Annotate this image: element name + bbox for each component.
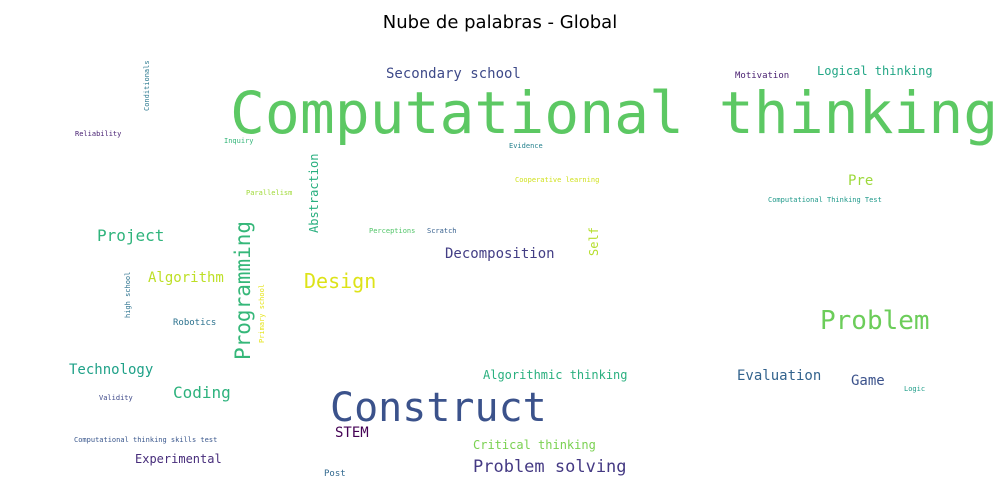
- word-secondary-school: Secondary school: [386, 66, 521, 82]
- word-decomposition: Decomposition: [445, 246, 555, 262]
- word-problem: Problem: [820, 306, 930, 336]
- word-reliability: Reliability: [75, 130, 122, 138]
- word-coding: Coding: [173, 383, 231, 402]
- word-high-school: high school: [124, 271, 132, 318]
- word-robotics: Robotics: [173, 318, 217, 328]
- word-conditionals: Conditionals: [143, 60, 151, 111]
- word-experimental: Experimental: [135, 452, 222, 466]
- word-self: Self: [587, 227, 601, 256]
- word-primary-school: Primary school: [258, 283, 266, 343]
- word-perceptions: Perceptions: [369, 227, 416, 235]
- word-game: Game: [851, 373, 885, 389]
- word-stem: STEM: [335, 425, 369, 441]
- word-computational-thinking-skills-test: Computational thinking skills test: [74, 436, 218, 444]
- word-design: Design: [304, 269, 377, 293]
- word-abstraction: Abstraction: [307, 153, 321, 233]
- word-project: Project: [97, 226, 165, 245]
- word-validity: Validity: [99, 394, 133, 402]
- word-programming: Programming: [231, 220, 255, 360]
- word-motivation: Motivation: [735, 71, 790, 81]
- word-logic: Logic: [904, 385, 926, 393]
- word-technology: Technology: [69, 362, 154, 378]
- word-evaluation: Evaluation: [737, 368, 822, 384]
- word-problem-solving: Problem solving: [473, 457, 627, 477]
- word-scratch: Scratch: [427, 227, 457, 235]
- word-critical-thinking: Critical thinking: [473, 438, 596, 452]
- word-computational-thinking-test: Computational Thinking Test: [768, 196, 882, 204]
- word-logical-thinking: Logical thinking: [817, 64, 933, 78]
- word-algorithm: Algorithm: [148, 270, 224, 286]
- word-pre: Pre: [848, 173, 874, 189]
- word-computational-thinking: Computational thinking: [230, 79, 999, 147]
- word-post: Post: [324, 469, 346, 479]
- word-cooperative-learning: Cooperative learning: [515, 176, 600, 184]
- chart-title: Nube de palabras - Global: [382, 12, 618, 33]
- word-construct: Construct: [330, 385, 547, 431]
- word-inquiry: Inquiry: [224, 137, 254, 145]
- word-evidence: Evidence: [509, 142, 543, 150]
- word-algorithmic-thinking: Algorithmic thinking: [483, 368, 628, 382]
- word-parallelism: Parallelism: [246, 189, 293, 197]
